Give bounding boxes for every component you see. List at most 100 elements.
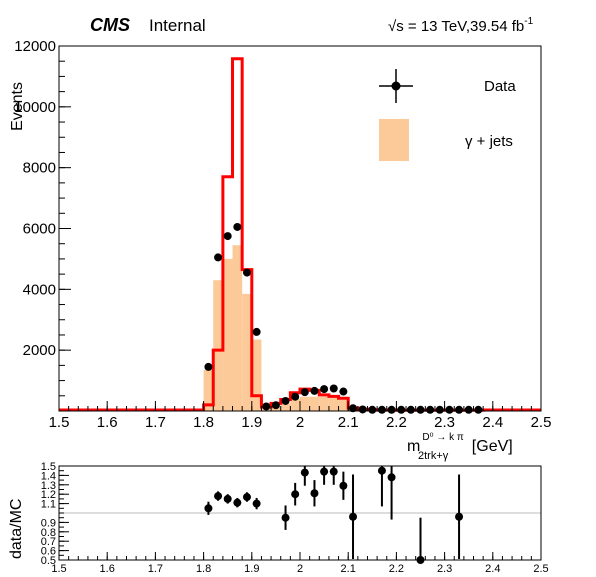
data-point	[455, 406, 463, 414]
main-x-tick-label: 1.6	[97, 414, 118, 431]
ratio-x-tick-label: 2.1	[341, 563, 356, 572]
data-point	[310, 387, 318, 395]
legend-mc-swatch	[379, 119, 409, 161]
main-x-tick-label: 2.5	[531, 414, 552, 431]
main-y-tick-label: 4000	[23, 281, 56, 298]
x-title-unit: [GeV]	[472, 438, 513, 455]
main-x-tick-labels: 1.5 1.6 1.7 1.8 1.9 2 2.1 2.2 2.3 2.4 2.5	[49, 414, 552, 431]
ratio-x-tick-label: 1.8	[196, 563, 211, 572]
data-point	[407, 406, 415, 414]
x-title-sub: 2trk+γ	[418, 450, 449, 462]
main-y-tick-label: 2000	[23, 342, 56, 359]
ratio-point	[330, 468, 338, 476]
data-point	[368, 406, 376, 414]
ratio-x-tick-label: 1.7	[148, 563, 163, 572]
energy-lumi-text: √s = 13 TeV,39.54 fb	[388, 18, 524, 35]
data-point	[436, 406, 444, 414]
ratio-point	[282, 514, 290, 522]
main-axes	[59, 46, 541, 411]
ratio-points	[204, 466, 463, 564]
mc-line-histogram	[59, 59, 541, 410]
mc-bar	[300, 397, 310, 411]
experiment-label: CMS	[90, 15, 130, 35]
ratio-point	[455, 513, 463, 521]
energy-lumi-label: √s = 13 TeV,39.54 fb-1	[388, 16, 534, 35]
ratio-point	[224, 495, 232, 503]
data-point	[426, 406, 434, 414]
main-x-tick-label: 2.4	[482, 414, 503, 431]
main-x-tick-label: 1.8	[193, 414, 214, 431]
main-y-tick-label: 8000	[23, 160, 56, 177]
main-x-tick-label: 1.7	[145, 414, 166, 431]
main-y-tick-label: 6000	[23, 221, 56, 238]
data-point	[214, 253, 222, 261]
ratio-x-tick-label: 2	[297, 563, 303, 572]
lumi-exponent: -1	[524, 16, 533, 27]
ratio-x-tick-label: 2.3	[437, 563, 452, 572]
legend-data-label: Data	[484, 78, 516, 95]
data-point	[233, 223, 241, 231]
main-x-tick-label: 2.3	[434, 414, 455, 431]
ratio-point	[388, 473, 396, 481]
ratio-x-tick-label: 2.4	[485, 563, 500, 572]
ratio-x-tick-label: 1.9	[244, 563, 259, 572]
main-y-axis-title: Events	[9, 82, 26, 131]
data-point	[291, 393, 299, 401]
ratio-point	[310, 489, 318, 497]
data-point	[282, 397, 290, 405]
main-y-tick-label: 12000	[14, 38, 56, 55]
ratio-point	[339, 482, 347, 490]
data-point	[330, 384, 338, 392]
main-x-tick-label: 2	[296, 414, 304, 431]
data-point	[465, 406, 473, 414]
ratio-point	[320, 468, 328, 476]
data-point	[445, 406, 453, 414]
data-point	[388, 406, 396, 414]
main-frame-box	[59, 46, 541, 411]
data-point	[378, 406, 386, 414]
ratio-point	[301, 469, 309, 477]
ratio-y-tick-label: 1.5	[41, 461, 56, 473]
ratio-point	[378, 467, 386, 475]
ratio-y-axis-title: data/MC	[8, 499, 25, 559]
mc-step-line	[59, 59, 541, 410]
legend-mc-label: γ + jets	[465, 133, 513, 150]
data-point	[320, 385, 328, 393]
mc-bar	[329, 398, 339, 411]
data-point	[301, 388, 309, 396]
ratio-point	[243, 493, 251, 501]
ratio-y-tick-labels: 0.50.60.70.80.91.11.21.31.41.5	[41, 461, 56, 567]
data-point	[397, 406, 405, 414]
legend: Data γ + jets	[379, 69, 516, 161]
ratio-point	[204, 504, 212, 512]
ratio-point	[291, 490, 299, 498]
ratio-x-tick-label: 1.6	[100, 563, 115, 572]
data-point	[272, 401, 280, 409]
data-point	[262, 402, 270, 410]
ratio-point	[214, 492, 222, 500]
data-point	[417, 406, 425, 414]
data-point	[204, 363, 212, 371]
ratio-x-tick-label: 2.5	[533, 563, 548, 572]
ratio-point	[253, 500, 261, 508]
x-title-sup: D⁰ → k π	[422, 432, 464, 443]
data-point	[359, 405, 367, 413]
ratio-y-tick-label: 0.9	[41, 517, 56, 529]
data-point	[253, 328, 261, 336]
main-x-tick-label: 2.1	[338, 414, 359, 431]
mc-bar	[319, 397, 329, 411]
ratio-point	[233, 499, 241, 507]
main-x-tick-label: 1.5	[49, 414, 70, 431]
ratio-x-tick-label: 2.2	[389, 563, 404, 572]
mc-bar	[310, 397, 320, 411]
data-point	[474, 406, 482, 414]
main-x-tick-label: 2.2	[386, 414, 407, 431]
ratio-point	[349, 513, 357, 521]
status-label: Internal	[149, 16, 206, 35]
ratio-x-tick-labels: 1.5 1.6 1.7 1.8 1.9 2 2.1 2.2 2.3 2.4 2.5	[51, 563, 548, 572]
data-point	[224, 232, 232, 240]
data-point	[339, 388, 347, 396]
data-point	[243, 269, 251, 277]
